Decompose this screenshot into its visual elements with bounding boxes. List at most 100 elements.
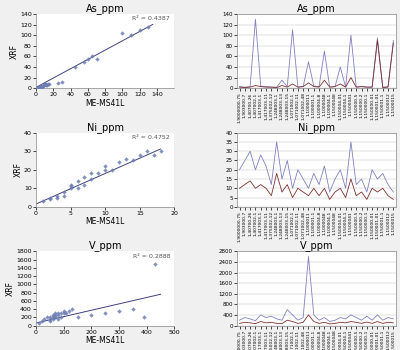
Point (52, 314, 58, 320)
XRF (264, 85, 268, 89)
ME-MS41L (237, 168, 242, 172)
XRF (242, 182, 247, 187)
ME-MS41L (242, 315, 247, 320)
XRF (311, 84, 316, 89)
Point (44, 82, 50, 88)
ME-MS41L (264, 84, 268, 89)
XRF (285, 85, 290, 89)
XRF (386, 320, 390, 324)
XRF (332, 190, 337, 194)
Point (35, 85, 42, 90)
Point (80, 59, 87, 64)
ME-MS41L (391, 190, 396, 194)
XRF (386, 194, 390, 198)
XRF (280, 190, 284, 194)
Point (54, 193, 60, 198)
Point (128, 33, 134, 38)
XRF (274, 172, 279, 176)
Point (81, 182, 88, 187)
XRF (327, 85, 332, 89)
XRF (253, 83, 258, 88)
ME-MS41L (386, 84, 390, 89)
ME-MS41L (370, 318, 374, 322)
Point (89, 54, 96, 59)
Point (52, 310, 58, 316)
XRF (348, 320, 353, 324)
ME-MS41L (343, 85, 348, 89)
Point (60, 189, 67, 195)
ME-MS41L (380, 318, 385, 322)
Point (67, 184, 74, 189)
Point (123, 156, 129, 161)
XRF (317, 194, 322, 198)
ME-MS41L (269, 314, 274, 318)
ME-MS41L (258, 153, 263, 157)
XRF (391, 197, 396, 202)
ME-MS41L (285, 159, 290, 163)
XRF (322, 320, 327, 324)
Point (88, 171, 94, 176)
ME-MS41L (290, 28, 295, 32)
XRF (242, 85, 247, 90)
Point (63, 310, 70, 316)
ME-MS41L (317, 182, 322, 187)
ME-MS41L (386, 315, 390, 320)
ME-MS41L (332, 318, 337, 322)
ME-MS41L (317, 318, 322, 322)
XRF (269, 85, 274, 89)
Point (66, 308, 72, 314)
Point (74, 178, 81, 184)
XRF (269, 320, 274, 324)
ME-MS41L (322, 49, 327, 53)
ME-MS41L (301, 315, 306, 320)
Point (55, 313, 61, 318)
Point (54, 80, 61, 86)
XRF (391, 41, 396, 45)
XRF (253, 322, 258, 326)
XRF (237, 186, 242, 190)
Point (37, 83, 44, 89)
Point (36, 321, 42, 326)
ME-MS41L (364, 314, 369, 318)
ME-MS41L (248, 149, 252, 153)
Text: R² = 0.4387: R² = 0.4387 (132, 16, 170, 21)
XRF (364, 197, 369, 202)
Point (38, 318, 45, 324)
ME-MS41L (364, 190, 369, 194)
ME-MS41L (311, 313, 316, 317)
Point (109, 167, 115, 173)
Title: V_ppm: V_ppm (88, 240, 122, 251)
XRF (354, 85, 359, 89)
Line: ME-MS41L: ME-MS41L (240, 142, 393, 192)
ME-MS41L (290, 186, 295, 190)
XRF (338, 186, 343, 190)
ME-MS41L (343, 186, 348, 190)
Point (116, 160, 122, 165)
XRF (269, 194, 274, 198)
XRF (306, 81, 311, 85)
ME-MS41L (338, 168, 343, 172)
XRF (258, 84, 263, 89)
ME-MS41L (296, 168, 300, 172)
XRF (237, 85, 242, 89)
ME-MS41L (375, 313, 380, 317)
XRF (332, 84, 337, 89)
Y-axis label: XRF: XRF (14, 162, 22, 177)
ME-MS41L (237, 84, 242, 89)
Point (81, 174, 88, 180)
Text: R² = 0.4752: R² = 0.4752 (132, 135, 170, 140)
XRF (248, 321, 252, 325)
Point (85, 56, 91, 62)
XRF (296, 321, 300, 326)
ME-MS41L (354, 182, 359, 187)
Point (130, 306, 136, 312)
Point (102, 167, 108, 173)
Point (47, 314, 53, 320)
XRF (359, 84, 364, 89)
ME-MS41L (253, 318, 258, 323)
XRF (290, 82, 295, 86)
ME-MS41L (354, 315, 359, 320)
ME-MS41L (274, 85, 279, 89)
Point (67, 182, 74, 187)
ME-MS41L (327, 190, 332, 194)
